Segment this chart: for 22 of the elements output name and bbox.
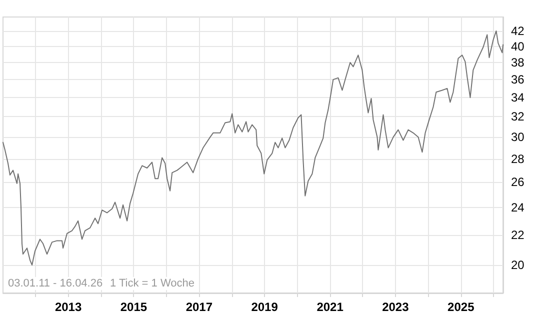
x-tick-label: 2013 <box>54 300 82 314</box>
annotation: 1 Tick = 1 Woche <box>110 278 194 290</box>
y-tick-label: 40 <box>511 39 525 54</box>
annotation: 03.01.11 - 16.04.26 <box>8 278 103 290</box>
x-tick-label: 2019 <box>251 300 278 314</box>
y-tick-label: 32 <box>511 110 525 124</box>
y-tick-label: 24 <box>511 200 525 214</box>
y-tick-label: 42 <box>511 24 525 38</box>
y-tick-label: 20 <box>511 258 525 272</box>
x-tick-label: 2025 <box>448 300 475 314</box>
y-tick-label: 28 <box>511 152 525 166</box>
y-tick-label: 30 <box>511 130 525 144</box>
y-tick-label: 26 <box>511 175 525 190</box>
line-series <box>2 30 504 266</box>
x-tick-label: 2023 <box>382 300 410 314</box>
y-tick-label: 22 <box>511 228 525 242</box>
x-tick-label: 2021 <box>316 300 344 314</box>
x-tick-label: 2017 <box>186 300 213 314</box>
y-tick-label: 34 <box>511 90 525 105</box>
x-tick-label: 2015 <box>120 300 148 314</box>
y-tick-label: 36 <box>511 72 525 87</box>
y-tick-label: 38 <box>511 56 525 70</box>
